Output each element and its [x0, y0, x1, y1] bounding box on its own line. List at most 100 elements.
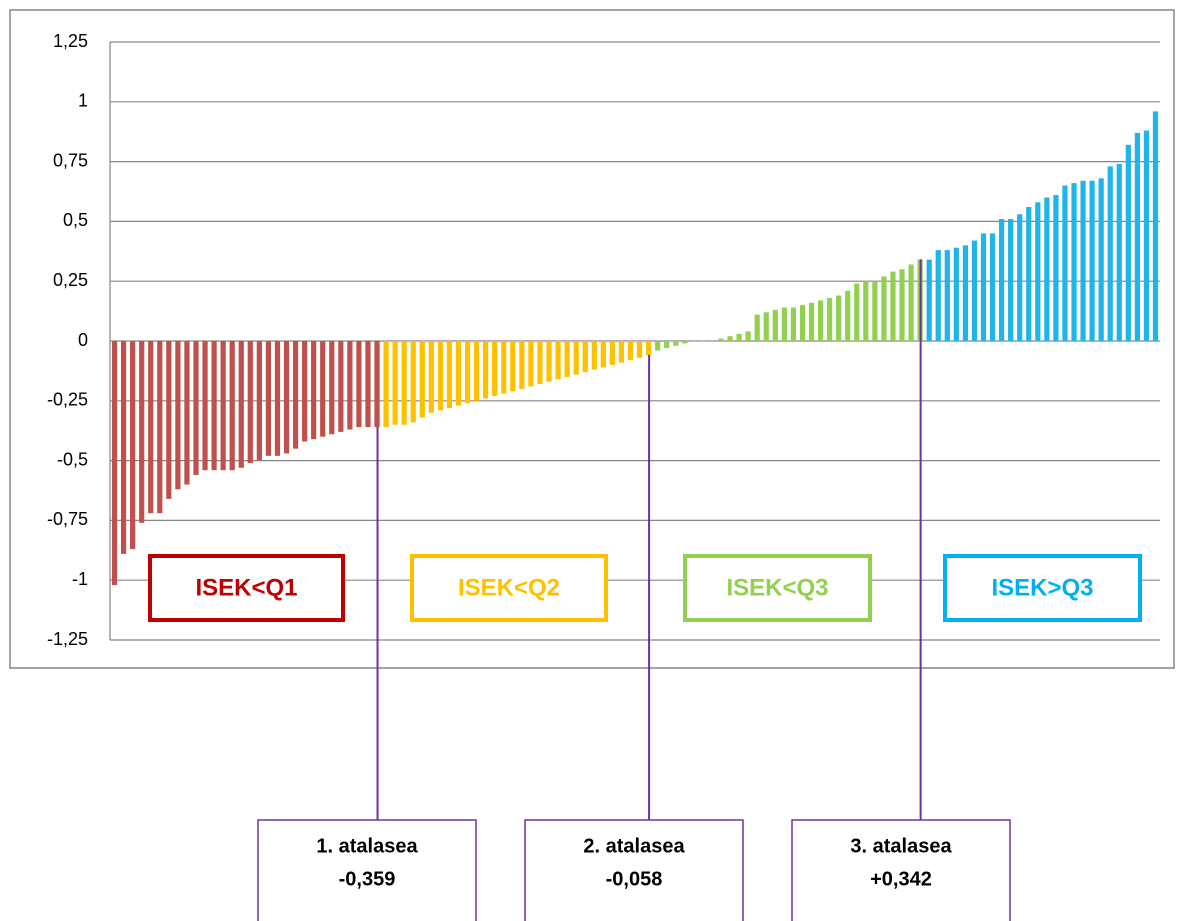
bar — [202, 341, 208, 471]
bar — [111, 341, 118, 585]
bar — [1152, 111, 1159, 341]
bar — [130, 341, 136, 550]
bar — [691, 341, 697, 342]
bar — [1116, 163, 1122, 341]
bar — [989, 233, 996, 341]
bar — [1107, 166, 1113, 341]
y-tick-label: 0 — [78, 330, 88, 350]
bar — [645, 341, 652, 356]
bar — [1062, 185, 1068, 341]
y-tick-label: 0,25 — [53, 270, 88, 290]
y-tick-label: -1,25 — [47, 629, 88, 649]
bar — [148, 341, 154, 514]
bar — [971, 240, 978, 341]
bar — [1053, 195, 1059, 341]
legend-box — [683, 554, 872, 622]
bar — [510, 341, 516, 392]
bar — [1125, 144, 1131, 341]
bar — [302, 341, 308, 442]
bar — [428, 341, 434, 413]
bar — [1134, 132, 1140, 341]
bar — [528, 341, 534, 387]
bar — [763, 312, 769, 341]
bar — [836, 295, 842, 341]
bar — [899, 269, 905, 341]
bar — [247, 341, 253, 463]
bar — [700, 341, 706, 342]
bar — [591, 341, 597, 370]
bar — [790, 307, 797, 341]
bar — [772, 309, 778, 341]
bar — [935, 250, 941, 341]
bar — [673, 341, 679, 346]
bar — [1017, 214, 1023, 341]
bar — [274, 341, 281, 456]
threshold-box — [524, 819, 744, 921]
bar — [854, 283, 860, 341]
bar — [908, 264, 914, 341]
bar — [537, 341, 543, 385]
bar — [845, 290, 851, 341]
bar — [609, 341, 615, 365]
bar — [944, 250, 950, 341]
bar — [1026, 207, 1032, 341]
bar — [256, 341, 262, 461]
bar — [781, 307, 787, 341]
bar — [193, 341, 199, 475]
bar — [320, 341, 326, 437]
bar — [962, 245, 968, 341]
bar — [446, 341, 453, 408]
bar — [564, 341, 570, 377]
bar — [754, 314, 760, 341]
bar — [1080, 180, 1086, 341]
legend-box — [943, 554, 1142, 622]
bar — [455, 341, 462, 406]
bar — [655, 341, 661, 351]
bar — [166, 341, 172, 499]
bar — [238, 341, 244, 468]
bar — [664, 341, 670, 349]
bar — [1035, 202, 1041, 341]
bar — [338, 341, 344, 432]
bar — [827, 297, 833, 341]
bar — [881, 276, 887, 341]
threshold-value: -0,359 — [339, 868, 396, 890]
bar — [546, 341, 552, 382]
threshold-value: -0,058 — [606, 868, 663, 890]
y-tick-label: -0,75 — [47, 509, 88, 529]
bar — [329, 341, 335, 435]
bar — [501, 341, 507, 394]
bar — [582, 341, 588, 373]
bar — [283, 341, 290, 454]
bar — [1008, 219, 1014, 341]
bar — [464, 341, 471, 404]
bar — [374, 341, 380, 428]
y-tick-label: -0,5 — [57, 449, 88, 469]
bar — [220, 341, 226, 471]
bar — [492, 341, 498, 397]
bar — [356, 341, 362, 428]
bar — [401, 341, 407, 425]
bar — [437, 341, 443, 411]
legend-box — [148, 554, 345, 622]
bar — [184, 341, 190, 485]
legend-label: ISEK<Q2 — [458, 574, 560, 601]
y-tick-label: 1 — [78, 91, 88, 111]
bar — [953, 247, 959, 341]
bar — [718, 338, 724, 341]
legend-label: ISEK>Q3 — [991, 574, 1093, 601]
threshold-box — [791, 819, 1011, 921]
bar — [365, 341, 371, 428]
legend-label: ISEK<Q1 — [195, 574, 297, 601]
bar — [175, 341, 181, 490]
bar — [347, 341, 353, 430]
bar — [383, 341, 389, 428]
bar — [872, 281, 878, 341]
bar — [682, 341, 688, 344]
bar — [817, 300, 824, 341]
bar — [519, 341, 525, 389]
bar — [745, 331, 751, 341]
bar — [727, 336, 733, 341]
